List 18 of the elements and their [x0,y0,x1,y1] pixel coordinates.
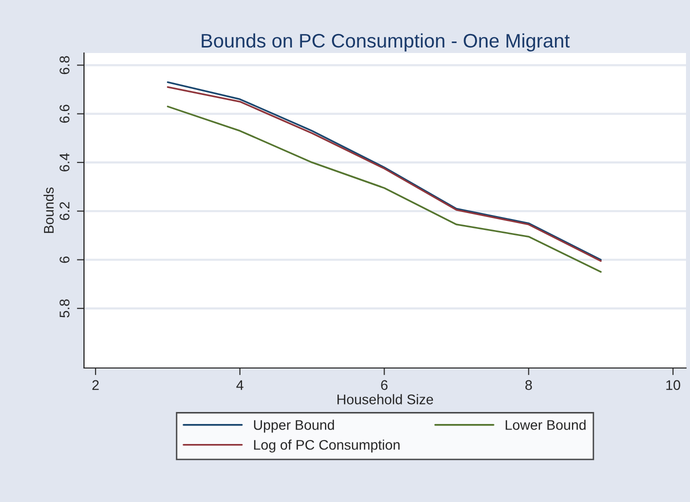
y-tick-label: 6.6 [60,104,70,123]
legend-label: Upper Bound [254,420,334,433]
x-axis-title: Household Size [338,394,434,404]
legend-label: Lower Bound [506,420,586,430]
legend-label: Log of PC Consumption [254,440,400,453]
x-tick-label: 2 [92,380,99,390]
y-axis-title: Bounds [44,187,54,233]
x-tick-label: 8 [525,380,532,390]
x-tick-label: 6 [381,380,388,390]
line-series [166,106,602,273]
y-tick-label: 6 [60,256,70,263]
y-tick-label: 6.4 [60,153,70,172]
x-tick-label: 4 [236,380,244,390]
chart-title: Bounds on PC Consumption - One Migrant [202,33,570,52]
x-tick-label: 10 [666,380,680,390]
y-tick-label: 5.8 [60,299,70,318]
y-tick-label: 6.2 [60,202,70,220]
y-tick-label: 6.8 [60,56,70,74]
